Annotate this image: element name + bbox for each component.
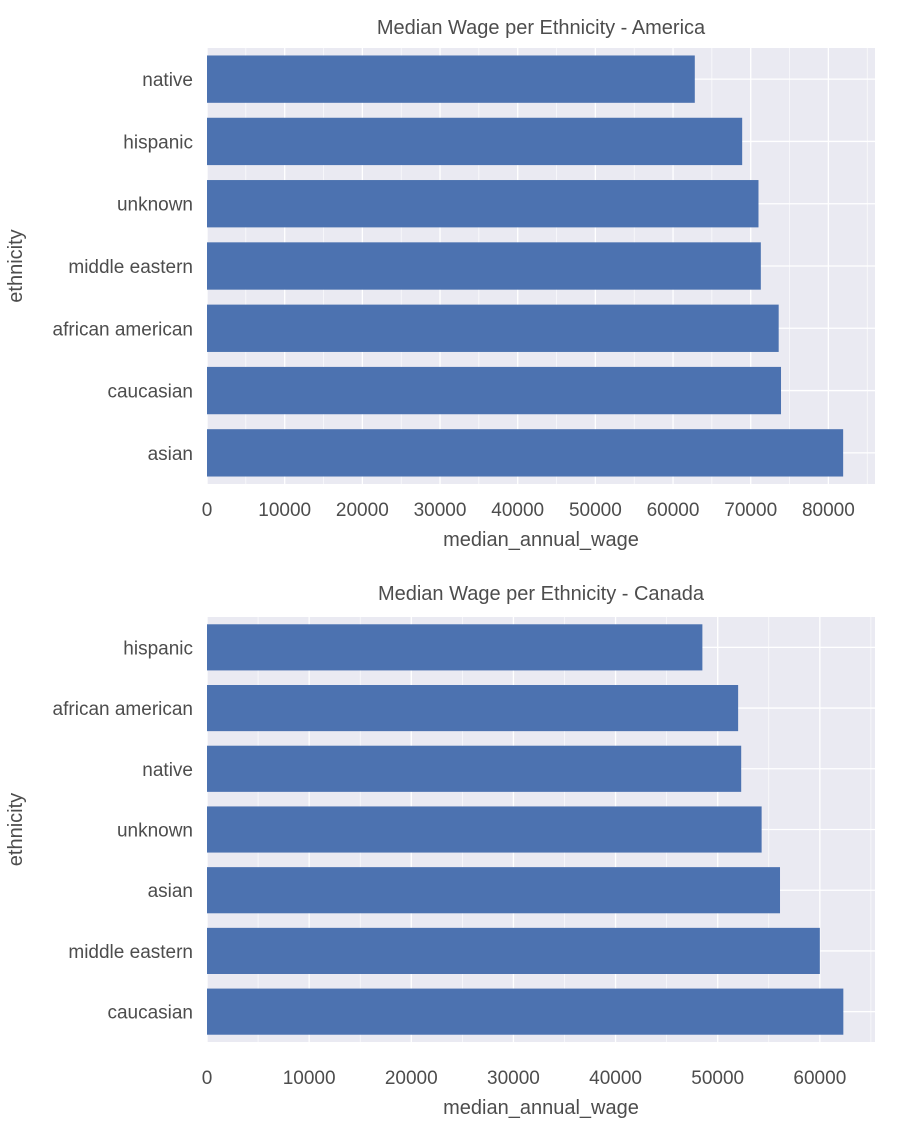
y-tick-label: asian — [148, 444, 193, 465]
bar-native — [207, 55, 695, 103]
y-tick-label: unknown — [117, 195, 193, 216]
x-tick-label: 50000 — [569, 500, 622, 521]
x-tick-label: 60000 — [793, 1068, 846, 1089]
y-tick-label: african american — [53, 699, 193, 720]
y-axis-label: ethnicity — [5, 229, 27, 302]
y-tick-label: native — [142, 70, 193, 91]
bar-caucasian — [207, 366, 782, 415]
x-tick-label: 70000 — [724, 500, 777, 521]
chart-canada: Median Wage per Ethnicity - Canada hispa… — [5, 583, 875, 1119]
bars — [207, 55, 844, 477]
y-tick-label: hispanic — [123, 132, 193, 153]
bar-middle-eastern — [207, 242, 761, 290]
y-tick-label: asian — [148, 881, 193, 902]
y-tick-label: hispanic — [123, 638, 193, 659]
x-tick-labels: 0 10000 20000 30000 40000 50000 60000 — [202, 1068, 847, 1089]
y-tick-label: caucasian — [107, 1003, 193, 1024]
bar-asian — [207, 429, 844, 477]
x-tick-label: 10000 — [258, 500, 311, 521]
y-tick-label: native — [142, 760, 193, 781]
x-tick-label: 30000 — [487, 1068, 540, 1089]
y-tick-label: caucasian — [107, 382, 193, 403]
x-tick-label: 20000 — [385, 1068, 438, 1089]
x-tick-label: 50000 — [691, 1068, 744, 1089]
x-tick-label: 80000 — [802, 500, 855, 521]
y-tick-label: african american — [53, 319, 193, 340]
chart-title: Median Wage per Ethnicity - America — [377, 17, 706, 39]
x-tick-label: 0 — [202, 500, 213, 521]
bar-hispanic — [207, 117, 743, 166]
y-axis-label: ethnicity — [5, 793, 27, 866]
bar-caucasian — [207, 988, 844, 1035]
x-tick-label: 20000 — [336, 500, 389, 521]
chart-title: Median Wage per Ethnicity - Canada — [378, 583, 705, 605]
x-tick-label: 10000 — [283, 1068, 336, 1089]
x-tick-labels: 0 10000 20000 30000 40000 50000 60000 70000 8000… — [202, 500, 855, 521]
chart-america: Median Wage per Ethnicity - America nati… — [5, 17, 875, 551]
bar-middle-eastern — [207, 927, 820, 974]
y-tick-labels: native hispanic unknown middle eastern afric… — [53, 70, 193, 465]
bar-unknown — [207, 806, 762, 853]
x-tick-label: 0 — [202, 1068, 213, 1089]
x-tick-label: 40000 — [589, 1068, 642, 1089]
bar-hispanic — [207, 624, 703, 671]
x-tick-label: 30000 — [414, 500, 467, 521]
y-tick-label: middle eastern — [68, 257, 193, 278]
bar-african-american — [207, 685, 739, 732]
y-tick-label: unknown — [117, 821, 193, 842]
bar-african-american — [207, 304, 779, 352]
bar-native — [207, 745, 742, 792]
bar-asian — [207, 867, 781, 914]
x-axis-label: median_annual_wage — [443, 1097, 639, 1119]
bar-unknown — [207, 180, 759, 228]
x-tick-label: 40000 — [491, 500, 544, 521]
y-tick-label: middle eastern — [68, 942, 193, 963]
bars — [207, 624, 844, 1035]
y-tick-labels: hispanic african american native unknown asi… — [53, 638, 193, 1023]
x-axis-label: median_annual_wage — [443, 529, 639, 551]
x-tick-label: 60000 — [647, 500, 700, 521]
